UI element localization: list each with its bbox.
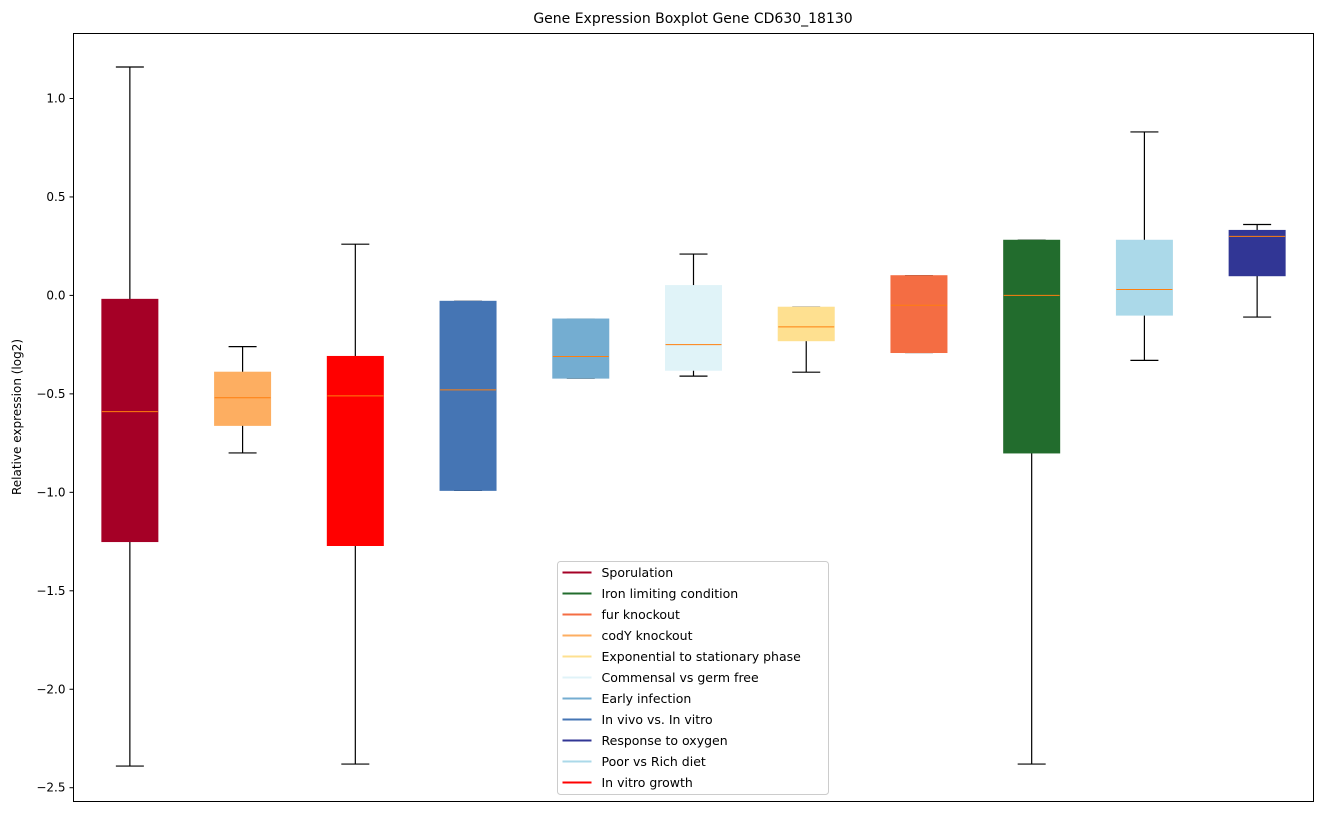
legend-label: In vivo vs. In vitro xyxy=(602,712,713,727)
y-axis-label: Relative expression (log2) xyxy=(10,339,24,495)
box-body xyxy=(1003,239,1061,454)
legend-label: fur knockout xyxy=(602,607,680,622)
boxes xyxy=(101,66,1286,767)
box-body xyxy=(890,275,948,354)
legend-item: In vitro growth xyxy=(562,775,693,790)
box-body xyxy=(214,371,272,426)
legend-label: Iron limiting condition xyxy=(602,586,739,601)
y-tick-label: 0.5 xyxy=(46,190,65,204)
y-tick-label: 1.0 xyxy=(46,91,65,105)
legend-item: Exponential to stationary phase xyxy=(562,649,802,664)
box-exponential-to-stationary-phase xyxy=(777,306,835,373)
box-commensal-vs-germ-free xyxy=(665,253,722,377)
legend-frame xyxy=(557,561,829,795)
box-cody-knockout xyxy=(214,346,272,454)
box-in-vivo-vs-in-vitro xyxy=(439,300,497,491)
legend-label: Response to oxygen xyxy=(602,733,728,748)
legend-item: codY knockout xyxy=(562,628,693,643)
box-body xyxy=(1228,229,1286,277)
plot-frame xyxy=(73,33,1314,802)
box-body xyxy=(552,318,610,379)
legend-label: Sporulation xyxy=(602,565,674,580)
legend-label: Exponential to stationary phase xyxy=(602,649,802,664)
y-tick-label: −1.5 xyxy=(36,584,65,598)
legend-label: Poor vs Rich diet xyxy=(602,754,706,769)
box-body xyxy=(665,285,722,371)
box-sporulation xyxy=(101,66,159,767)
legend-item: Early infection xyxy=(562,691,692,706)
legend-item: Sporulation xyxy=(562,565,674,580)
box-body xyxy=(101,298,159,543)
box-poor-vs-rich-diet xyxy=(1115,131,1173,361)
box-body xyxy=(326,355,384,547)
legend-label: codY knockout xyxy=(602,628,693,643)
legend-item: Iron limiting condition xyxy=(562,586,739,601)
legend-item: Commensal vs germ free xyxy=(562,670,759,685)
y-tick-label: −1.0 xyxy=(36,485,65,499)
y-tick-label: −2.5 xyxy=(36,781,65,795)
y-axis: 1.0 0.5 0.0 −0.5 −1.0 −1.5 −2.0 −2.5 xyxy=(36,91,74,795)
box-response-to-oxygen xyxy=(1228,223,1286,318)
legend-label: Early infection xyxy=(602,691,692,706)
chart-title: Gene Expression Boxplot Gene CD630_18130 xyxy=(533,11,852,27)
y-tick-label: −2.0 xyxy=(36,682,65,696)
legend-item: In vivo vs. In vitro xyxy=(562,712,713,727)
legend: Sporulation Iron limiting condition fur kn… xyxy=(557,561,829,795)
legend-item: Poor vs Rich diet xyxy=(562,754,706,769)
legend-item: Response to oxygen xyxy=(562,733,728,748)
box-body xyxy=(439,300,497,491)
legend-label: Commensal vs germ free xyxy=(602,670,759,685)
box-in-vitro-growth xyxy=(326,243,384,765)
y-tick-label: −0.5 xyxy=(36,387,65,401)
legend-item: fur knockout xyxy=(562,607,680,622)
box-body xyxy=(777,306,835,342)
box-iron-limiting-condition xyxy=(1003,239,1061,765)
box-fur-knockout xyxy=(890,275,948,354)
box-early-infection xyxy=(552,318,610,379)
y-tick-label: 0.0 xyxy=(46,288,65,302)
box-body xyxy=(1115,239,1173,316)
legend-label: In vitro growth xyxy=(602,775,693,790)
